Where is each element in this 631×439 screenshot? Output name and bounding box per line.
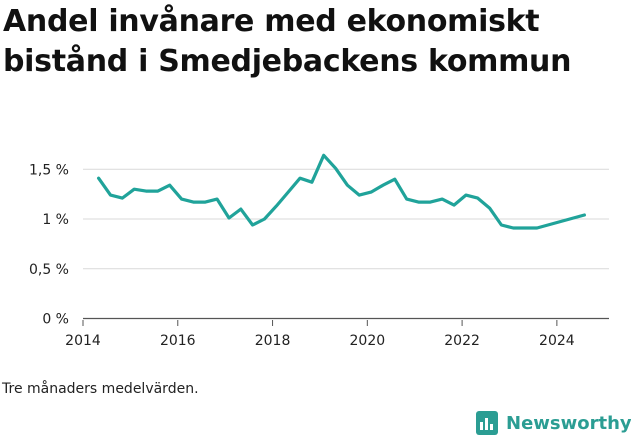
x-tick-label: 2024 <box>539 333 575 349</box>
y-axis-ticks: 0 % 0,5 % 1 % 1,5 % <box>29 162 69 327</box>
chart-title: Andel invånare med ekonomiskt bistånd i … <box>3 4 572 79</box>
x-tick-label: 2016 <box>160 333 196 349</box>
x-tick-label: 2022 <box>444 333 480 349</box>
x-tick-label: 2014 <box>65 333 101 349</box>
brand-logo[interactable]: Newsworthy <box>476 408 631 438</box>
gridlines <box>83 168 609 320</box>
x-tick-label: 2018 <box>255 333 291 349</box>
y-tick-label: 0 % <box>42 312 69 328</box>
brand-name: Newsworthy <box>506 412 631 434</box>
y-tick-label: 1,5 % <box>29 162 69 178</box>
x-axis-ticks: 2014 2016 2018 2020 2022 2024 <box>65 320 575 349</box>
y-tick-label: 1 % <box>42 212 69 228</box>
series-line <box>97 153 586 230</box>
x-tick-label: 2020 <box>350 333 386 349</box>
chart-note: Tre månaders medelvärden. <box>2 381 199 397</box>
data-points <box>98 155 585 229</box>
y-tick-label: 0,5 % <box>29 262 69 278</box>
newsworthy-logo-icon <box>476 411 498 435</box>
